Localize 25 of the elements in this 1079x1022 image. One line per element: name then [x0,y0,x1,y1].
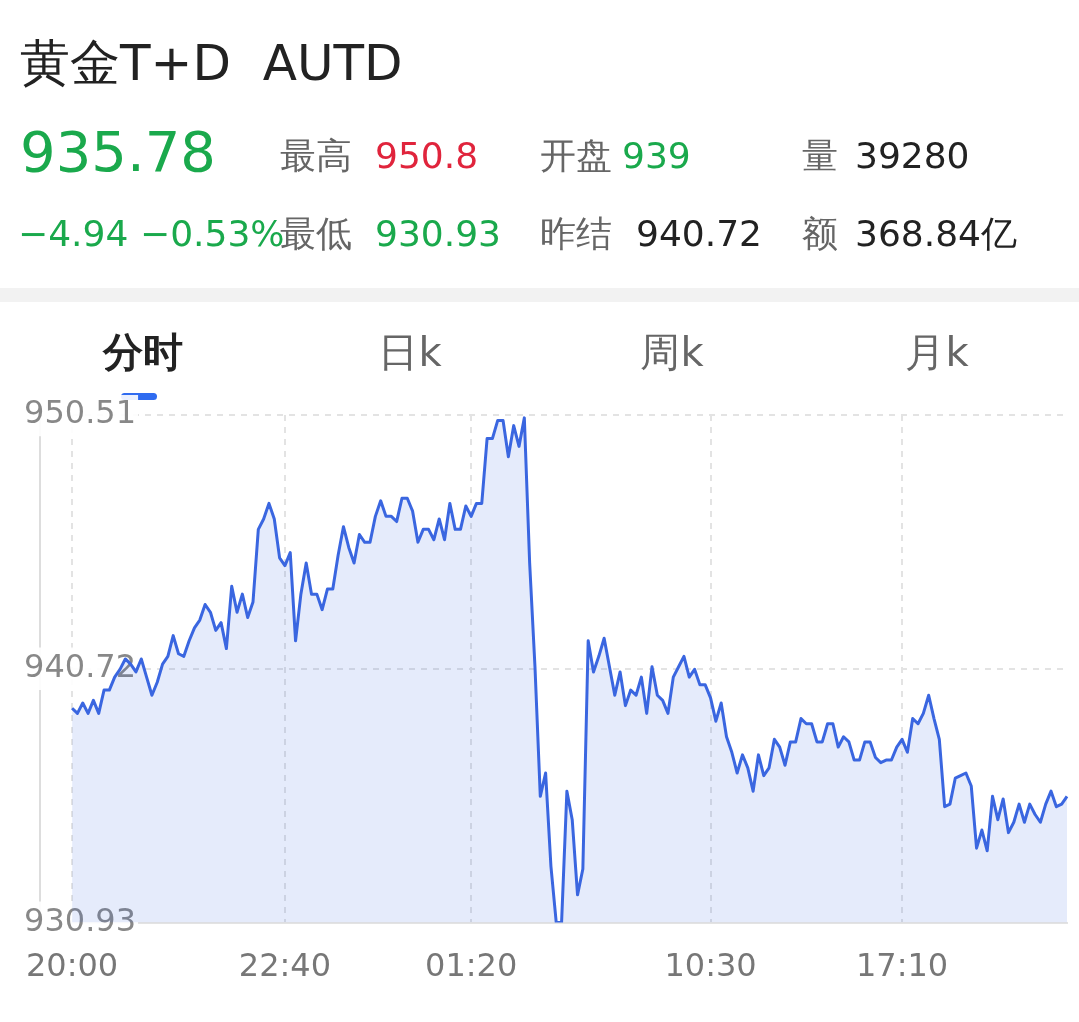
text: 周k [639,329,705,375]
text: −4.94 [18,212,129,256]
y-tick-label: 930.93 [24,900,137,939]
text: 最高 [280,134,352,178]
text: 量 [802,134,838,178]
text: 日k [377,329,443,375]
x-tick-label: 17:10 [855,946,949,985]
text: 939 [622,134,691,178]
x-tick-label: 20:00 [26,946,119,985]
text: 额 [802,212,838,256]
y-tick-label: 950.51 [24,393,137,432]
text: 黄金T+D AUTD [20,33,403,94]
text: 950.8 [375,134,479,178]
text: 368.84亿 [855,212,1017,256]
x-tick-label: 01:20 [425,946,518,985]
text: 昨结 [540,212,612,256]
text: 935.78 [20,118,216,186]
text: 930.93 [375,212,501,256]
text: 月k [904,329,970,375]
text: 分时 [101,329,184,375]
x-tick-label: 10:30 [664,946,757,985]
text: 开盘 [540,134,612,178]
text: 39280 [855,134,970,178]
text: 940.72 [636,212,762,256]
x-tick-label: 22:40 [238,946,332,985]
